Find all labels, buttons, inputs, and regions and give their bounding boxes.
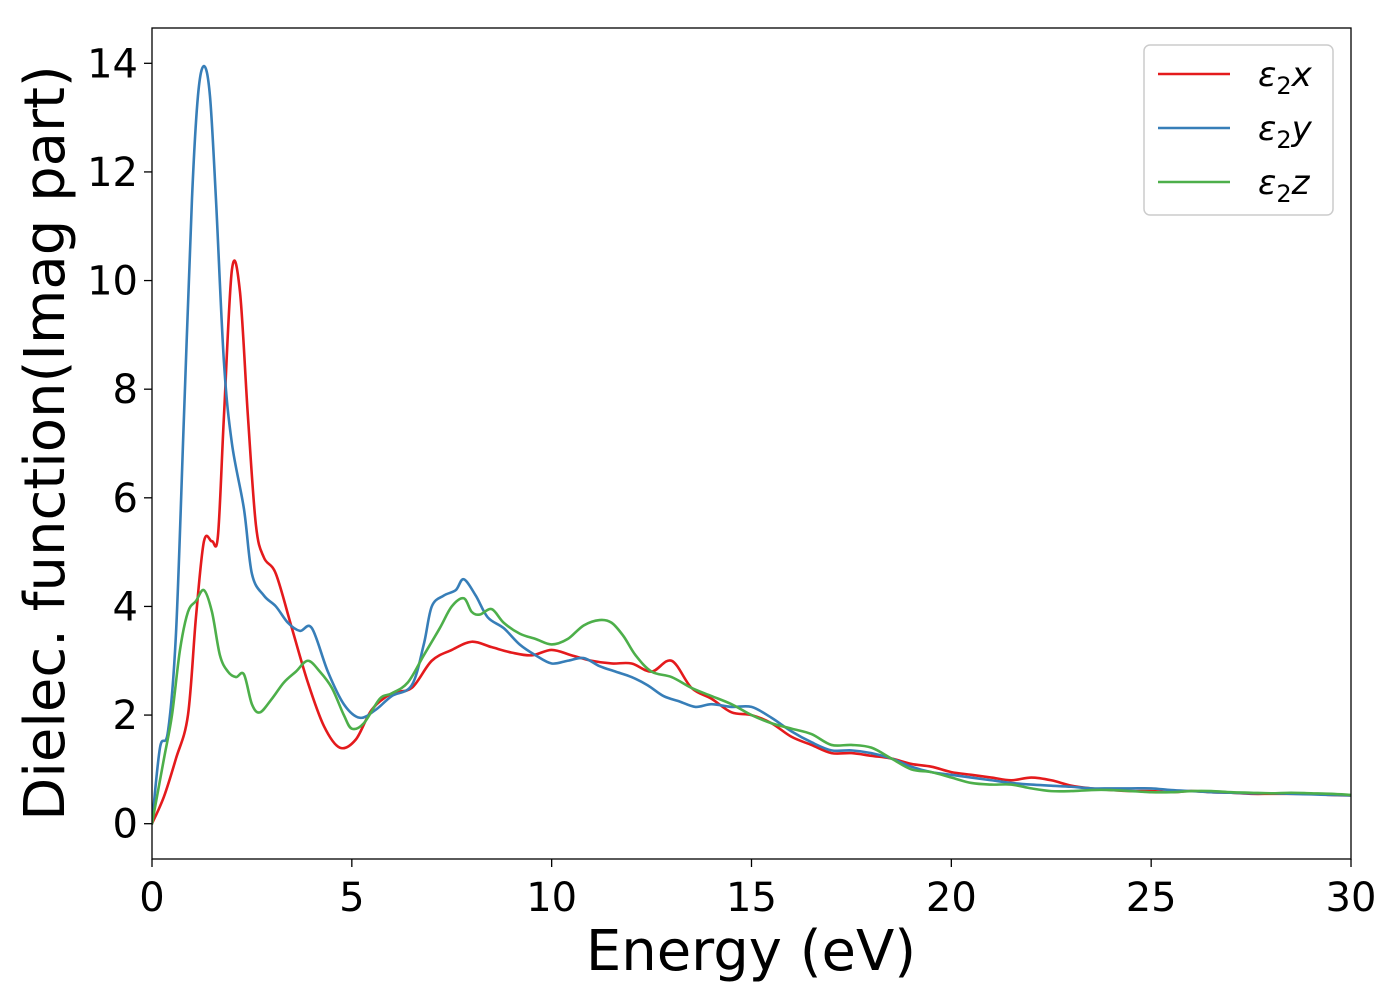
y-axis-title: Dielec. function(Imag part) (13, 65, 78, 821)
series-line-z (152, 588, 1351, 825)
legend-label: ε2z (1258, 163, 1311, 208)
x-tick-label: 10 (526, 875, 577, 921)
legend-box (1143, 44, 1334, 216)
y-tick-label: 8 (113, 367, 138, 413)
x-axis: 0 5 10 15 20 25 30 (139, 859, 1376, 921)
y-tick-label: 14 (87, 41, 138, 87)
legend: ε2x ε2y ε2z (1143, 44, 1334, 216)
y-tick-label: 10 (87, 259, 138, 305)
y-tick-label: 0 (113, 802, 138, 848)
series-layer (152, 64, 1351, 825)
x-tick-label: 30 (1326, 875, 1377, 921)
x-tick-label: 25 (1126, 875, 1177, 921)
x-tick-label: 0 (139, 875, 164, 921)
legend-item-z: ε2z (1158, 163, 1311, 208)
y-tick-label: 6 (113, 476, 138, 522)
y-tick-label: 2 (113, 693, 138, 739)
y-axis: 0 2 4 6 8 10 12 14 (87, 41, 152, 848)
x-tick-label: 15 (726, 875, 777, 921)
y-tick-label: 12 (87, 150, 138, 196)
legend-label: ε2y (1258, 109, 1313, 154)
legend-label: ε2x (1258, 55, 1313, 100)
legend-item-y: ε2y (1158, 109, 1313, 154)
legend-item-x: ε2x (1158, 55, 1313, 100)
series-line-y (152, 64, 1351, 825)
x-tick-label: 20 (926, 875, 977, 921)
x-axis-title: Energy (eV) (586, 919, 916, 984)
y-tick-label: 4 (113, 584, 138, 630)
x-tick-label: 5 (339, 875, 364, 921)
